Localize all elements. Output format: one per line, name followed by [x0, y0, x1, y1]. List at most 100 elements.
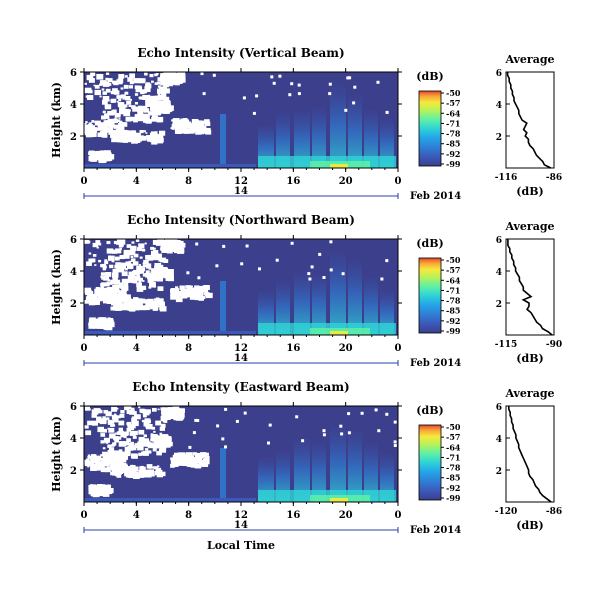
missing-data-cell — [88, 318, 93, 322]
missing-data-cell — [140, 443, 145, 446]
missing-data-cell — [154, 276, 160, 281]
date-month-label: Feb 2014 — [410, 358, 461, 369]
colorbar-unit: (dB) — [416, 404, 443, 417]
missing-data-cell — [117, 297, 121, 301]
missing-data-cell — [97, 323, 103, 328]
x-tick-label: 0 — [395, 510, 402, 521]
missing-data-cell — [145, 255, 151, 260]
missing-data-cell — [88, 300, 96, 306]
missing-data-cell — [116, 267, 122, 272]
missing-data-cell — [150, 273, 153, 276]
missing-data-cell — [114, 256, 120, 261]
x-tick-label: 8 — [185, 343, 192, 354]
missing-data-cell — [129, 306, 136, 312]
missing-data-cell — [189, 129, 195, 134]
missing-data-cell — [297, 92, 301, 96]
missing-data-cell — [119, 255, 125, 260]
missing-data-cell — [215, 264, 219, 268]
missing-data-cell — [145, 119, 152, 124]
missing-data-cell — [105, 485, 111, 490]
missing-data-cell — [160, 139, 163, 143]
missing-data-cell — [128, 304, 131, 307]
missing-data-cell — [172, 242, 179, 248]
missing-data-cell — [84, 82, 87, 85]
missing-data-cell — [107, 78, 113, 83]
missing-data-cell — [344, 108, 348, 112]
missing-data-cell — [353, 85, 357, 89]
missing-data-cell — [163, 259, 169, 263]
missing-data-cell — [186, 271, 190, 275]
missing-data-cell — [84, 239, 90, 244]
missing-data-cell — [121, 122, 128, 127]
missing-data-cell — [140, 408, 146, 414]
missing-data-cell — [178, 79, 184, 83]
missing-data-cell — [112, 80, 116, 84]
missing-data-cell — [170, 464, 175, 468]
missing-data-cell — [168, 243, 174, 248]
missing-data-cell — [164, 79, 171, 84]
y-tick-label: 4 — [70, 100, 77, 111]
missing-data-cell — [181, 120, 188, 126]
missing-data-cell — [153, 271, 155, 273]
missing-data-cell — [118, 472, 122, 475]
missing-data-cell — [91, 454, 97, 459]
missing-data-cell — [96, 466, 100, 469]
missing-data-cell — [100, 272, 106, 276]
missing-data-cell — [170, 291, 176, 297]
missing-data-cell — [139, 470, 142, 473]
missing-data-cell — [145, 469, 151, 474]
missing-data-cell — [107, 105, 110, 108]
missing-data-cell — [128, 105, 132, 107]
missing-data-cell — [189, 295, 196, 300]
missing-data-cell — [152, 408, 157, 412]
missing-data-cell — [127, 445, 134, 451]
missing-data-cell — [90, 492, 97, 497]
missing-data-cell — [102, 447, 106, 450]
missing-data-cell — [194, 418, 198, 422]
missing-data-cell — [221, 437, 225, 441]
missing-data-cell — [162, 109, 165, 112]
missing-data-cell — [106, 299, 113, 304]
missing-data-cell — [377, 429, 381, 433]
missing-data-cell — [99, 486, 106, 491]
spike-feature — [220, 114, 226, 164]
date-month-label: Feb 2014 — [410, 525, 461, 536]
missing-data-cell — [177, 77, 181, 80]
missing-data-cell — [88, 252, 92, 255]
missing-data-cell — [178, 240, 181, 242]
missing-data-cell — [235, 419, 239, 423]
missing-data-cell — [137, 107, 144, 112]
missing-data-cell — [161, 101, 168, 107]
missing-data-cell — [179, 463, 182, 466]
missing-data-cell — [197, 289, 204, 295]
missing-data-cell — [104, 321, 109, 325]
missing-data-cell — [179, 128, 185, 133]
missing-data-cell — [136, 282, 142, 288]
missing-data-cell — [176, 412, 181, 416]
missing-data-cell — [121, 271, 128, 277]
missing-data-cell — [107, 155, 111, 159]
missing-data-cell — [142, 410, 150, 416]
missing-data-cell — [107, 466, 111, 470]
missing-data-cell — [152, 437, 158, 441]
missing-data-cell — [126, 422, 130, 425]
missing-data-cell — [87, 95, 94, 100]
missing-data-cell — [124, 431, 129, 436]
missing-data-cell — [118, 282, 124, 287]
missing-data-cell — [103, 152, 106, 155]
missing-data-cell — [117, 468, 123, 473]
missing-data-cell — [139, 96, 144, 100]
missing-data-cell — [88, 155, 96, 162]
missing-data-cell — [147, 136, 154, 142]
missing-data-cell — [187, 287, 190, 290]
missing-data-cell — [132, 435, 137, 439]
missing-data-cell — [189, 127, 194, 132]
missing-data-cell — [148, 267, 152, 270]
missing-data-cell — [145, 87, 151, 93]
missing-data-cell — [295, 415, 299, 419]
missing-data-cell — [143, 130, 146, 133]
missing-data-cell — [202, 92, 206, 96]
missing-data-cell — [111, 406, 118, 412]
missing-data-cell — [120, 410, 125, 414]
missing-data-cell — [147, 94, 151, 97]
